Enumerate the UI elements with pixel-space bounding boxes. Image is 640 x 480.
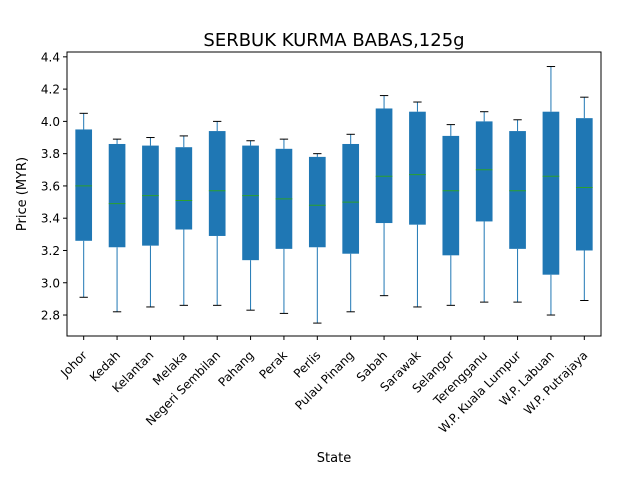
iqr-box xyxy=(342,143,360,254)
y-tick-label: 2.8 xyxy=(41,309,60,323)
y-tick-label: 3.2 xyxy=(41,244,60,258)
y-tick-label: 3.4 xyxy=(41,212,60,226)
y-tick-label: 4.2 xyxy=(41,83,60,97)
iqr-box xyxy=(108,143,126,248)
iqr-box xyxy=(175,147,193,230)
box-14 xyxy=(542,66,560,316)
box-7 xyxy=(308,153,326,324)
box-6 xyxy=(275,138,293,314)
box-5 xyxy=(242,140,259,311)
iqr-box xyxy=(442,135,460,256)
plot-area xyxy=(75,66,593,324)
box-8 xyxy=(342,133,360,313)
box-15 xyxy=(575,96,593,301)
y-tick-label: 3.8 xyxy=(41,147,60,161)
y-tick-label: 3.6 xyxy=(41,179,60,193)
iqr-box xyxy=(542,111,560,275)
iqr-box xyxy=(509,131,526,249)
box-9 xyxy=(375,95,393,297)
iqr-box xyxy=(242,145,259,261)
box-10 xyxy=(409,101,426,308)
box-13 xyxy=(509,119,526,303)
chart-title: SERBUK KURMA BABAS,125g xyxy=(203,30,464,51)
box-12 xyxy=(475,111,493,303)
iqr-box xyxy=(308,156,326,248)
y-tick-label: 3.0 xyxy=(41,276,60,290)
plot-frame xyxy=(66,51,602,337)
iqr-box xyxy=(475,121,493,222)
box-1 xyxy=(108,138,126,313)
y-axis-label: Price (MYR) xyxy=(15,157,30,231)
y-tick-label: 4.0 xyxy=(41,115,60,129)
box-0 xyxy=(75,112,93,298)
iqr-box xyxy=(208,131,226,236)
box-4 xyxy=(208,120,226,306)
iqr-box xyxy=(75,129,93,241)
y-tick-label: 4.4 xyxy=(41,50,60,64)
x-axis-label: State xyxy=(317,451,351,466)
iqr-box xyxy=(575,118,593,251)
y-axis: 2.8 3.0 3.2 3.4 3.6 3.8 4.0 4.2 4.4 xyxy=(41,50,67,323)
box-11 xyxy=(442,124,460,306)
iqr-box xyxy=(409,111,426,225)
box-2 xyxy=(142,137,159,308)
iqr-box xyxy=(375,108,393,224)
box-3 xyxy=(175,135,193,306)
